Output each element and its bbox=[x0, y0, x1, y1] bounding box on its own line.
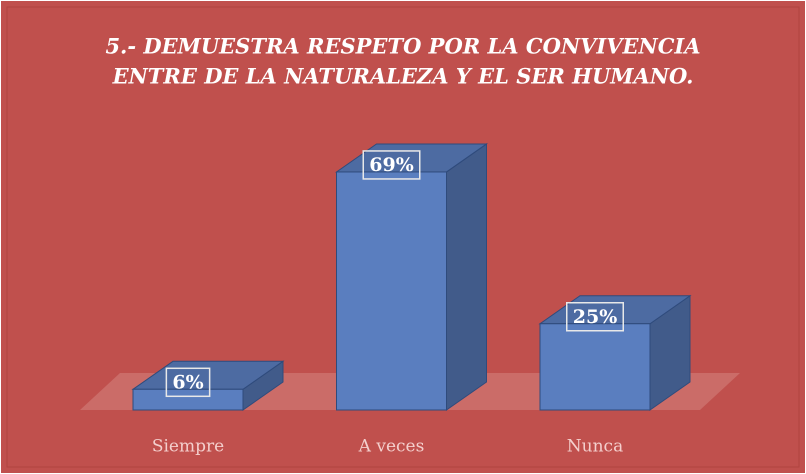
chart-title: 5.- DEMUESTRA RESPETO POR LA CONVIVENCIA bbox=[105, 34, 700, 59]
bar bbox=[132, 388, 244, 411]
bar-side bbox=[446, 142, 487, 411]
x-tick-label: Nunca bbox=[567, 437, 623, 457]
data-label-box bbox=[165, 367, 211, 398]
chart-title: ENTRE DE LA NATURALEZA Y EL SER HUMANO. bbox=[112, 64, 694, 89]
data-label: 25% bbox=[573, 306, 618, 328]
bar bbox=[539, 323, 651, 411]
data-label-box bbox=[566, 302, 624, 332]
data-label-box bbox=[362, 150, 421, 180]
x-tick-label: Siempre bbox=[152, 437, 224, 457]
bar bbox=[336, 171, 447, 411]
data-label: 69% bbox=[369, 154, 414, 176]
data-label: 6% bbox=[172, 371, 203, 393]
x-tick-label: A veces bbox=[358, 437, 425, 457]
